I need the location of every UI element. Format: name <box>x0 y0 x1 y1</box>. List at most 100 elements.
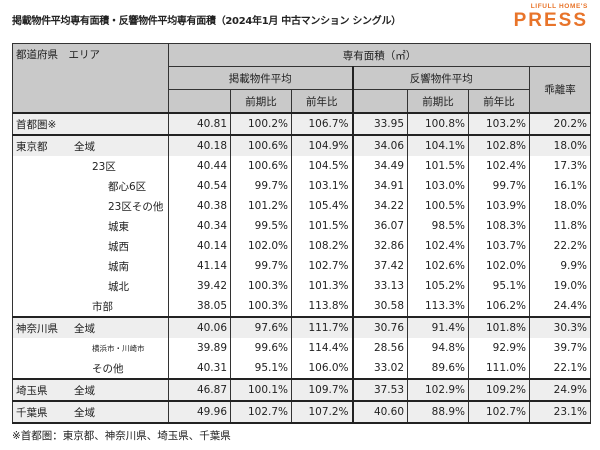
header-gap: 乖離率 <box>529 66 591 114</box>
gap-rate-cell: 20.2% <box>529 112 591 136</box>
gap-rate-cell: 22.1% <box>529 358 591 380</box>
listed-prev-period-cell: 100.6% <box>230 156 292 176</box>
listed-avg-cell: 41.14 <box>168 256 231 276</box>
response-avg-cell: 36.07 <box>351 216 408 236</box>
listed-prev-period-cell: 100.3% <box>230 296 292 318</box>
area-label: その他 <box>92 362 124 375</box>
response-prev-period-cell: 105.2% <box>407 276 469 296</box>
area-label: 23区 <box>92 160 116 173</box>
response-avg-cell: 34.22 <box>351 196 408 216</box>
table-row: 埼玉県 全域 46.87 100.1% 109.7% 37.53 102.9% 109.2% 2… <box>12 378 591 402</box>
response-avg-cell: 37.53 <box>351 378 408 402</box>
area-label: 横浜市・川崎市 <box>92 344 145 353</box>
response-prev-period-cell: 113.3% <box>407 296 469 318</box>
listed-avg-cell: 38.05 <box>168 296 231 318</box>
table-row: 市部 38.05 100.3% 113.8% 30.58 113.3% 106.2% 24.4… <box>12 296 591 318</box>
response-avg-cell: 34.49 <box>351 156 408 176</box>
gap-rate-cell: 11.8% <box>529 216 591 236</box>
response-avg-cell: 30.76 <box>351 316 408 338</box>
area-cell: 城東 <box>12 216 169 236</box>
response-prev-period-cell: 98.5% <box>407 216 469 236</box>
listed-avg-cell: 40.38 <box>168 196 231 216</box>
area-label: 全域 <box>74 322 95 335</box>
table-row: 城東 40.34 99.5% 101.5% 36.07 98.5% 108.3% 11.8% <box>12 216 591 236</box>
listed-prev-period-cell: 95.1% <box>230 358 292 380</box>
prefecture-label: 神奈川県 <box>16 322 58 335</box>
response-prev-year-cell: 99.7% <box>468 176 530 196</box>
response-prev-year-cell: 92.9% <box>468 338 530 358</box>
listed-prev-period-cell: 100.6% <box>230 134 292 156</box>
table-title: 掲載物件平均専有面積・反響物件平均専有面積（2024年1月 中古マンション シン… <box>12 16 401 27</box>
table-row: 都心6区 40.54 99.7% 103.1% 34.91 103.0% 99.7% 16.1… <box>12 176 591 196</box>
gap-rate-cell: 24.4% <box>529 296 591 318</box>
listed-avg-cell: 40.81 <box>168 112 231 136</box>
response-avg-cell: 37.42 <box>351 256 408 276</box>
area-cell: 首都圏※ <box>12 112 169 136</box>
listed-avg-cell: 39.89 <box>168 338 231 358</box>
area-label: 全域 <box>74 140 95 153</box>
lifull-homes-press-logo: LIFULL HOME'S PRESS <box>514 3 588 29</box>
listed-avg-cell: 40.44 <box>168 156 231 176</box>
listed-prev-year-cell: 107.2% <box>291 400 353 424</box>
gap-rate-cell: 16.1% <box>529 176 591 196</box>
listed-prev-year-cell: 106.7% <box>291 112 353 136</box>
listed-prev-year-cell: 113.8% <box>291 296 353 318</box>
listed-prev-period-cell: 99.7% <box>230 176 292 196</box>
response-prev-year-cell: 101.8% <box>468 316 530 338</box>
response-prev-year-cell: 103.7% <box>468 236 530 256</box>
header-response-prev-year: 前年比 <box>468 89 530 114</box>
area-table: 都道府県 エリア 専有面積（㎡） 掲載物件平均 反響物件平均 乖離率 前期比 前… <box>12 43 591 424</box>
area-label: 城東 <box>108 220 129 233</box>
response-avg-cell: 33.13 <box>351 276 408 296</box>
area-cell: 市部 <box>12 296 169 318</box>
response-prev-period-cell: 101.5% <box>407 156 469 176</box>
header-blank <box>168 89 231 114</box>
response-prev-year-cell: 102.4% <box>468 156 530 176</box>
prefecture-label: 埼玉県 <box>16 384 48 397</box>
listed-prev-year-cell: 101.5% <box>291 216 353 236</box>
response-prev-period-cell: 89.6% <box>407 358 469 380</box>
listed-avg-cell: 39.42 <box>168 276 231 296</box>
listed-prev-year-cell: 114.4% <box>291 338 353 358</box>
area-label: 全域 <box>74 384 95 397</box>
gap-rate-cell: 22.2% <box>529 236 591 256</box>
response-avg-cell: 30.58 <box>351 296 408 318</box>
response-prev-year-cell: 108.3% <box>468 216 530 236</box>
response-prev-year-cell: 111.0% <box>468 358 530 380</box>
response-prev-year-cell: 103.9% <box>468 196 530 216</box>
listed-prev-year-cell: 106.0% <box>291 358 353 380</box>
response-prev-period-cell: 91.4% <box>407 316 469 338</box>
table-row: 首都圏※ 40.81 100.2% 106.7% 33.95 100.8% 103.2% 20… <box>12 112 591 136</box>
area-label: 城西 <box>108 240 129 253</box>
gap-rate-cell: 39.7% <box>529 338 591 358</box>
gap-rate-cell: 18.0% <box>529 134 591 156</box>
table-row: 城南 41.14 99.7% 102.7% 37.42 102.6% 102.0% 9.9% <box>12 256 591 276</box>
area-cell: 城西 <box>12 236 169 256</box>
listed-avg-cell: 49.96 <box>168 400 231 424</box>
response-prev-period-cell: 103.0% <box>407 176 469 196</box>
response-prev-year-cell: 95.1% <box>468 276 530 296</box>
response-avg-cell: 33.02 <box>351 358 408 380</box>
area-label: 城南 <box>108 260 129 273</box>
listed-prev-year-cell: 105.4% <box>291 196 353 216</box>
table-row: 神奈川県 全域 40.06 97.6% 111.7% 30.76 91.4% 101.8% 30… <box>12 316 591 338</box>
listed-prev-period-cell: 102.0% <box>230 236 292 256</box>
area-cell: 城北 <box>12 276 169 296</box>
response-prev-year-cell: 102.8% <box>468 134 530 156</box>
prefecture-label: 東京都 <box>16 140 48 153</box>
header-area: 都道府県 エリア <box>12 43 169 114</box>
area-cell: 城南 <box>12 256 169 276</box>
table-row: 千葉県 全域 49.96 102.7% 107.2% 40.60 88.9% 102.7% 23… <box>12 400 591 424</box>
header-group: 専有面積（㎡） <box>168 43 591 67</box>
listed-avg-cell: 40.06 <box>168 316 231 338</box>
area-cell: 神奈川県 全域 <box>12 316 169 338</box>
area-cell: 横浜市・川崎市 <box>12 338 169 358</box>
response-prev-period-cell: 102.6% <box>407 256 469 276</box>
gap-rate-cell: 17.3% <box>529 156 591 176</box>
response-prev-year-cell: 102.7% <box>468 400 530 424</box>
header-listed-prev-year: 前年比 <box>291 89 353 114</box>
area-cell: 都心6区 <box>12 176 169 196</box>
listed-prev-year-cell: 103.1% <box>291 176 353 196</box>
listed-prev-year-cell: 104.5% <box>291 156 353 176</box>
area-label: 都心6区 <box>108 180 147 193</box>
